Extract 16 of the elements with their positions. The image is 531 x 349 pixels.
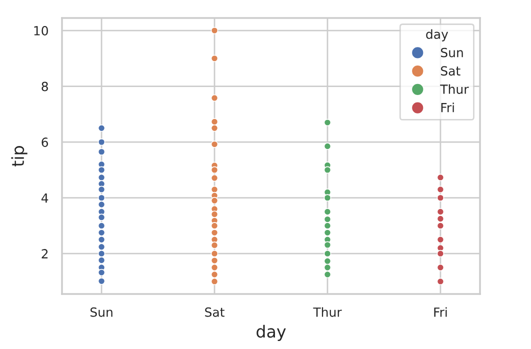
y-tick-label: 10	[34, 26, 48, 36]
x-tick-label: Thur	[313, 307, 342, 317]
legend-label: Fri	[441, 102, 454, 112]
y-tick-label: 6	[42, 138, 48, 147]
x-tick-label: Sat	[205, 307, 224, 317]
legend-title: day	[426, 29, 448, 42]
y-tick-label: 4	[41, 193, 48, 203]
y-axis-title: tip	[11, 146, 28, 166]
legend-label: Sat	[440, 66, 460, 76]
legend-label: Sun	[440, 48, 463, 58]
y-tick-label: 8	[42, 82, 48, 92]
x-tick-label: Fri	[434, 307, 447, 317]
x-tick-label: Sun	[90, 307, 112, 317]
y-tick-label: 2	[42, 249, 48, 258]
legend-label: Thur	[440, 84, 469, 94]
x-axis-title: day	[256, 324, 286, 341]
